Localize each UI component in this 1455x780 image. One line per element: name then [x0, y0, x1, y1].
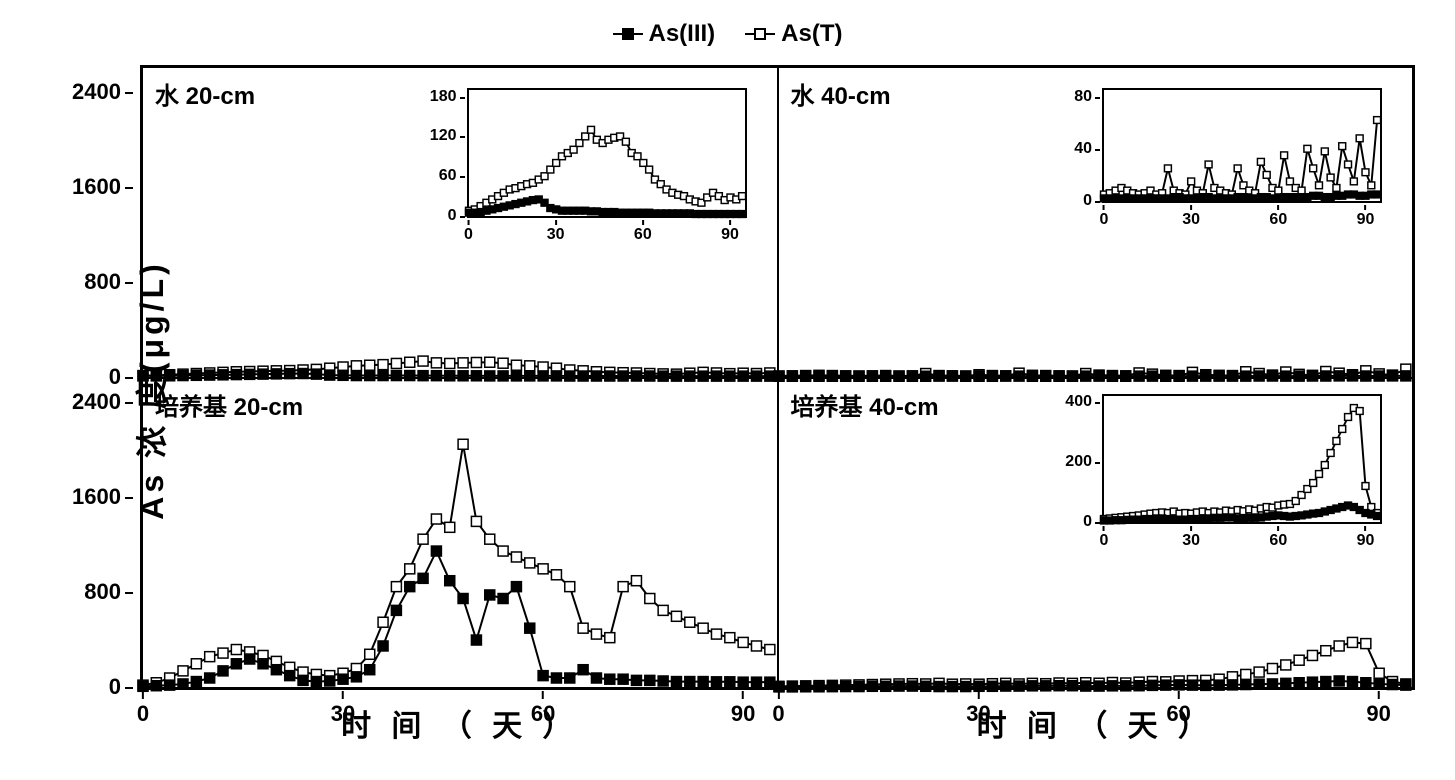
x-tick-label: 60: [531, 701, 555, 727]
inset-x-tick-label: 90: [1357, 211, 1375, 229]
legend-item-ast: As(T): [745, 20, 842, 48]
x-tick-label: 60: [1166, 701, 1190, 727]
panel-medium-40cm: 培养基 40-cm 时 间 （ 天 ） 03060900200400030609…: [778, 378, 1414, 689]
figure-root: As(III) As(T) As 浓 度(μg/L) 水 20-cm 08001…: [20, 20, 1435, 760]
inset-y-tick-label: 120: [430, 127, 457, 145]
y-tick-label: 800: [84, 269, 121, 295]
inset-x-tick-label: 90: [1357, 532, 1375, 550]
y-tick-label: 0: [109, 674, 121, 700]
inset-y-tick-label: 400: [1065, 393, 1092, 411]
inset-plot: 0601201800306090: [467, 88, 747, 218]
inset-plot: 040800306090: [1102, 88, 1382, 203]
y-tick-label: 1600: [72, 174, 121, 200]
panel-water-20cm: 水 20-cm 0800160024000601201800306090: [142, 67, 778, 378]
inset-x-tick-label: 0: [464, 226, 473, 244]
panel-grid: 水 20-cm 0800160024000601201800306090 水 4…: [140, 65, 1415, 690]
inset-y-tick-label: 0: [448, 207, 457, 225]
inset-plot: 02004000306090: [1102, 394, 1382, 524]
legend-label-ast: As(T): [781, 20, 842, 48]
x-tick-label: 0: [137, 701, 149, 727]
inset-plot-svg: [1104, 90, 1380, 201]
x-tick-label: 0: [772, 701, 784, 727]
y-tick-label: 0: [109, 364, 121, 390]
inset-x-tick-label: 90: [721, 226, 739, 244]
inset-y-tick-label: 60: [439, 167, 457, 185]
x-tick-label: 90: [731, 701, 755, 727]
inset-y-tick-label: 80: [1074, 88, 1092, 106]
inset-x-tick-label: 30: [547, 226, 565, 244]
y-tick-label: 1600: [72, 484, 121, 510]
x-tick-label: 30: [966, 701, 990, 727]
inset-x-tick-label: 0: [1100, 532, 1109, 550]
inset-y-tick-label: 40: [1074, 140, 1092, 158]
inset-plot-svg: [1104, 396, 1380, 522]
y-tick-label: 2400: [72, 79, 121, 105]
inset-y-tick-label: 200: [1065, 453, 1092, 471]
plot-svg: [143, 379, 777, 688]
inset-x-tick-label: 60: [1269, 211, 1287, 229]
x-tick-label: 90: [1366, 701, 1390, 727]
y-tick-label: 2400: [72, 389, 121, 415]
panel-water-40cm: 水 40-cm 040800306090: [778, 67, 1414, 378]
inset-x-tick-label: 60: [634, 226, 652, 244]
inset-y-tick-label: 0: [1083, 513, 1092, 531]
legend-label-as3: As(III): [649, 20, 716, 48]
inset-x-tick-label: 0: [1100, 211, 1109, 229]
inset-y-tick-label: 0: [1083, 192, 1092, 210]
inset-plot-svg: [469, 90, 745, 216]
inset-x-tick-label: 30: [1182, 211, 1200, 229]
legend-item-as3: As(III): [613, 20, 716, 48]
inset-y-tick-label: 180: [430, 88, 457, 106]
legend: As(III) As(T): [613, 20, 843, 48]
open-square-icon: [754, 28, 766, 40]
y-tick-label: 800: [84, 579, 121, 605]
filled-square-icon: [622, 28, 634, 40]
inset-x-tick-label: 60: [1269, 532, 1287, 550]
inset-x-tick-label: 30: [1182, 532, 1200, 550]
x-tick-label: 30: [331, 701, 355, 727]
panel-medium-20cm: 培养基 20-cm 时 间 （ 天 ） 0800160024000306090: [142, 378, 778, 689]
